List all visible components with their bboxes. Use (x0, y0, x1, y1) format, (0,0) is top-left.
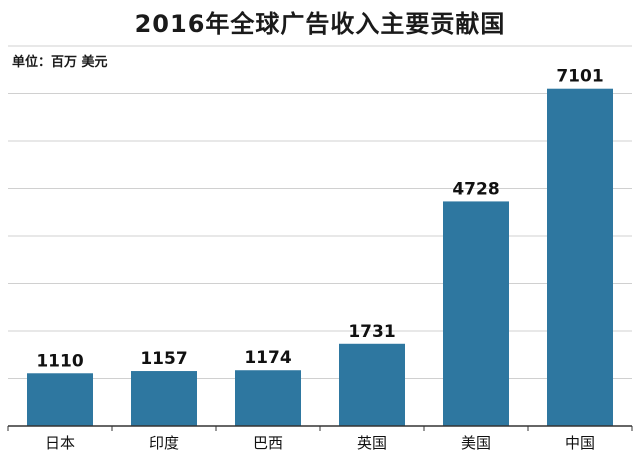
bar-3 (235, 370, 301, 426)
bar-6 (547, 88, 613, 426)
x-tick-label-4: 英国 (357, 434, 387, 452)
bar-2 (131, 371, 197, 426)
data-label-3: 1174 (244, 348, 291, 368)
x-tick-label-5: 美国 (461, 434, 491, 452)
x-tick-label-1: 日本 (45, 434, 75, 452)
gridlines (8, 45, 632, 379)
data-label-1: 1110 (36, 351, 83, 371)
bars (27, 88, 613, 426)
bar-1 (27, 373, 93, 426)
x-tick-label-2: 印度 (149, 434, 179, 452)
data-label-4: 1731 (348, 322, 395, 342)
chart-title: 2016年全球广告收入主要贡献国 (134, 10, 506, 38)
x-axis-ticks: 日本 印度 巴西 英国 美国 中国 (7, 426, 633, 452)
x-tick-label-3: 巴西 (253, 434, 283, 452)
unit-label: 单位：百万 美元 (12, 55, 108, 70)
data-label-5: 4728 (452, 179, 499, 199)
data-label-6: 7101 (556, 67, 603, 87)
data-labels: 1110 1157 1174 1731 4728 7101 (36, 67, 603, 372)
bar-5 (443, 201, 509, 426)
x-tick-label-6: 中国 (565, 434, 595, 452)
bar-4 (339, 343, 405, 426)
data-label-2: 1157 (140, 349, 187, 369)
